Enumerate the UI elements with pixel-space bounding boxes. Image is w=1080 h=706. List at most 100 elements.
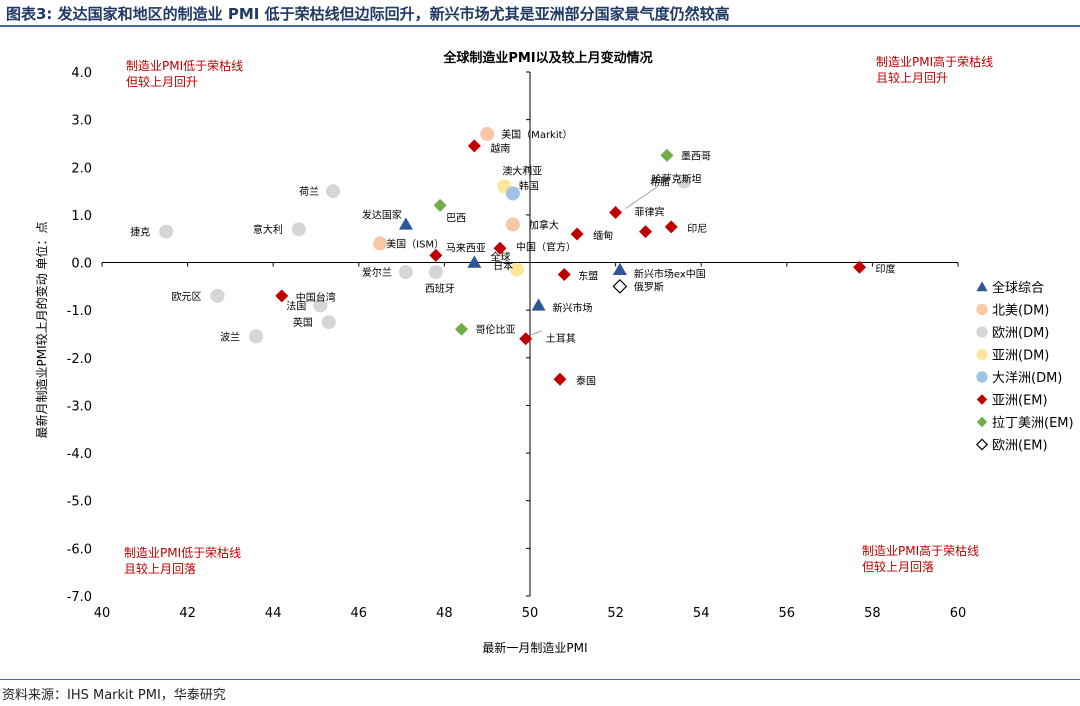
x-tick-label: 50 — [522, 606, 539, 621]
series-7: 俄罗斯 — [612, 279, 664, 294]
quadrant-label-top-left: 制造业PMI低于荣枯线 — [126, 58, 243, 73]
header-rule — [0, 25, 1080, 27]
data-point — [321, 315, 336, 330]
point-label: 印度 — [876, 262, 896, 275]
leader-line — [625, 186, 658, 209]
data-point — [428, 265, 443, 280]
axes-layer: 40 42 44 46 48 50 52 54 56 58 60 4.0 3.0 2.0 1.0 0.0 -1.… — [34, 50, 993, 655]
data-point — [612, 262, 627, 275]
x-tick-label: 48 — [436, 606, 453, 621]
legend-marker — [975, 438, 989, 451]
point-label: 西班牙 — [425, 283, 455, 295]
point-label: 新兴市场ex中国 — [634, 268, 706, 281]
quadrant-label-top-right: 且较上月回升 — [876, 70, 948, 85]
figure-caption: 图表3: 发达国家和地区的制造业 PMI 低于荣枯线但边际回升，新兴市场尤其是亚… — [6, 5, 730, 23]
scatter-chart: 40 42 44 46 48 50 52 54 56 58 60 4.0 3.0 2.0 1.0 0.0 -1.… — [34, 50, 1074, 655]
x-tick-label: 58 — [864, 606, 881, 621]
x-tick-label: 44 — [265, 606, 282, 621]
x-tick-label: 54 — [693, 606, 710, 621]
x-axis-title: 最新一月制造业PMI — [482, 640, 587, 655]
point-label: 中国（官方） — [516, 240, 576, 253]
point-label: 荷兰 — [299, 185, 319, 198]
data-point — [510, 262, 525, 277]
point-label: 哈萨克斯坦 — [652, 173, 702, 186]
point-label: 日本 — [493, 260, 513, 273]
data-point — [326, 184, 341, 199]
data-point — [313, 298, 328, 313]
data-point — [639, 225, 653, 239]
point-label: 希腊 — [650, 176, 670, 189]
point-label: 墨西哥 — [681, 150, 711, 162]
point-label: 英国 — [293, 316, 313, 329]
data-point — [557, 267, 571, 281]
legend-marker — [976, 303, 988, 316]
point-label: 巴西 — [446, 212, 466, 224]
data-point — [660, 148, 674, 162]
x-tick-label: 60 — [950, 606, 967, 621]
data-point — [291, 222, 306, 237]
data-point — [531, 298, 546, 311]
point-label: 波兰 — [220, 330, 240, 343]
point-label: 发达国家 — [362, 208, 402, 221]
quadrant-label-bottom-left: 且较上月回落 — [124, 561, 196, 576]
point-label: 越南 — [490, 142, 510, 155]
y-tick-label: -1.0 — [67, 304, 92, 319]
x-tick-label: 46 — [351, 606, 368, 621]
y-axis-title: 最新月制造业PMI较上月的变动 单位：点 — [34, 222, 49, 439]
legend-label: 北美(DM) — [992, 304, 1049, 319]
data-point — [398, 265, 413, 280]
legend-label: 亚洲(EM) — [992, 394, 1048, 409]
data-point — [159, 224, 174, 239]
quadrant-label-bottom-right: 制造业PMI高于荣枯线 — [862, 543, 979, 558]
y-tick-label: 2.0 — [71, 161, 92, 176]
point-label: 意大利 — [253, 223, 283, 236]
footer-rule — [0, 679, 1080, 680]
series-4: 韩国 — [505, 179, 539, 201]
data-point — [664, 220, 678, 234]
legend-marker — [976, 416, 988, 428]
data-point — [455, 322, 469, 336]
leader-line — [531, 330, 542, 336]
quadrant-label-bottom-left: 制造业PMI低于荣枯线 — [124, 545, 241, 560]
x-tick-label: 52 — [607, 606, 624, 621]
y-tick-label: -3.0 — [67, 399, 92, 414]
data-point — [609, 206, 623, 220]
point-label: 泰国 — [576, 374, 596, 387]
point-label: 中国台湾 — [296, 291, 336, 304]
legend-label: 拉丁美洲(EM) — [992, 416, 1074, 431]
point-label: 俄罗斯 — [634, 280, 664, 293]
point-label: 马来西亚 — [446, 242, 486, 254]
x-tick-label: 42 — [179, 606, 196, 621]
data-point — [493, 241, 507, 255]
point-label: 缅甸 — [593, 229, 613, 242]
point-label: 全球 — [490, 251, 510, 264]
legend-label: 大洋洲(DM) — [992, 371, 1062, 386]
data-point — [275, 289, 289, 303]
x-tick-label: 40 — [94, 606, 111, 621]
legend-label: 欧洲(EM) — [992, 439, 1048, 454]
figure-header: 图表3: 发达国家和地区的制造业 PMI 低于荣枯线但边际回升，新兴市场尤其是亚… — [0, 0, 1080, 28]
data-point — [398, 217, 413, 230]
point-label: 土耳其 — [546, 332, 576, 345]
legend-marker — [976, 326, 988, 338]
point-label: 澳大利亚 — [502, 164, 542, 177]
point-label: 菲律宾 — [635, 206, 665, 219]
legend-label: 全球综合 — [992, 280, 1044, 296]
point-label: 美国（ISM） — [386, 237, 444, 250]
data-point — [467, 255, 482, 268]
data-point — [249, 329, 264, 344]
quadrant-label-top-left: 但较上月回升 — [126, 74, 198, 89]
point-label: 法国 — [286, 299, 306, 312]
data-point — [570, 227, 584, 241]
y-tick-label: 4.0 — [71, 66, 92, 81]
legend-marker — [976, 394, 988, 405]
source-note: 资料来源：IHS Markit PMI，华泰研究 — [2, 688, 226, 703]
data-point — [853, 260, 867, 274]
point-label: 爱尔兰 — [362, 266, 392, 279]
point-label: 美国（Markit） — [501, 128, 572, 141]
point-label: 欧元区 — [172, 291, 202, 303]
quadrant-label-top-right: 制造业PMI高于荣枯线 — [876, 54, 993, 69]
data-point — [429, 248, 443, 262]
